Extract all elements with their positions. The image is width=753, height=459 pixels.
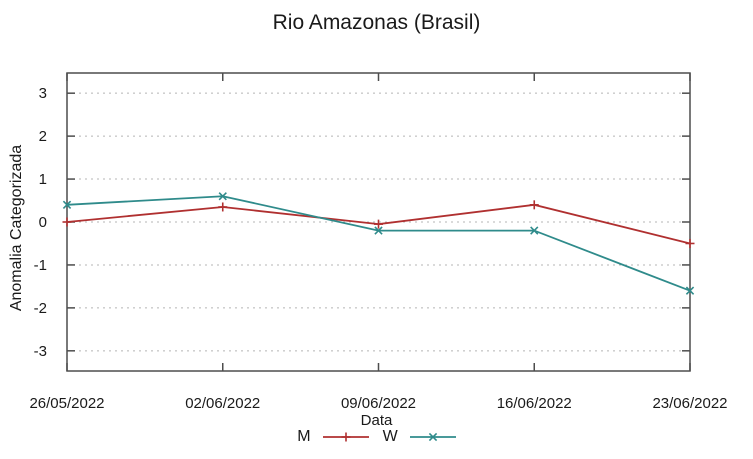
y-tick-label: -1 — [34, 257, 47, 274]
x-tick-label: 23/06/2022 — [652, 395, 727, 412]
x-tick-label: 16/06/2022 — [497, 395, 572, 412]
legend-key-M — [322, 432, 369, 442]
series-line-W — [66, 195, 691, 292]
chart-title: Rio Amazonas (Brasil) — [272, 11, 481, 34]
legend-label: W — [382, 428, 398, 445]
x-axis-label: Data — [360, 412, 393, 429]
legend-label: M — [297, 428, 311, 445]
y-tick-label: 2 — [39, 128, 47, 145]
x-tick-label: 26/05/2022 — [29, 395, 104, 412]
legend-item-W: W — [383, 428, 456, 446]
y-tick-label: 3 — [39, 85, 47, 102]
data-point-W-4 — [685, 286, 695, 295]
legend-item-M: M — [297, 428, 369, 446]
y-tick-label: 0 — [39, 214, 47, 231]
legend-marker — [428, 432, 437, 442]
data-point-W-1 — [218, 192, 227, 201]
x-tick-label: 09/06/2022 — [341, 395, 416, 412]
y-tick-label: 1 — [39, 171, 47, 188]
data-point-W-0 — [62, 200, 72, 209]
y-tick-label: -3 — [34, 343, 47, 360]
data-point-W-2 — [374, 226, 383, 235]
data-point-W-3 — [530, 226, 539, 235]
x-tick-label: 02/06/2022 — [185, 395, 260, 412]
legend-key-W — [409, 432, 456, 442]
y-tick-label: -2 — [34, 300, 47, 317]
